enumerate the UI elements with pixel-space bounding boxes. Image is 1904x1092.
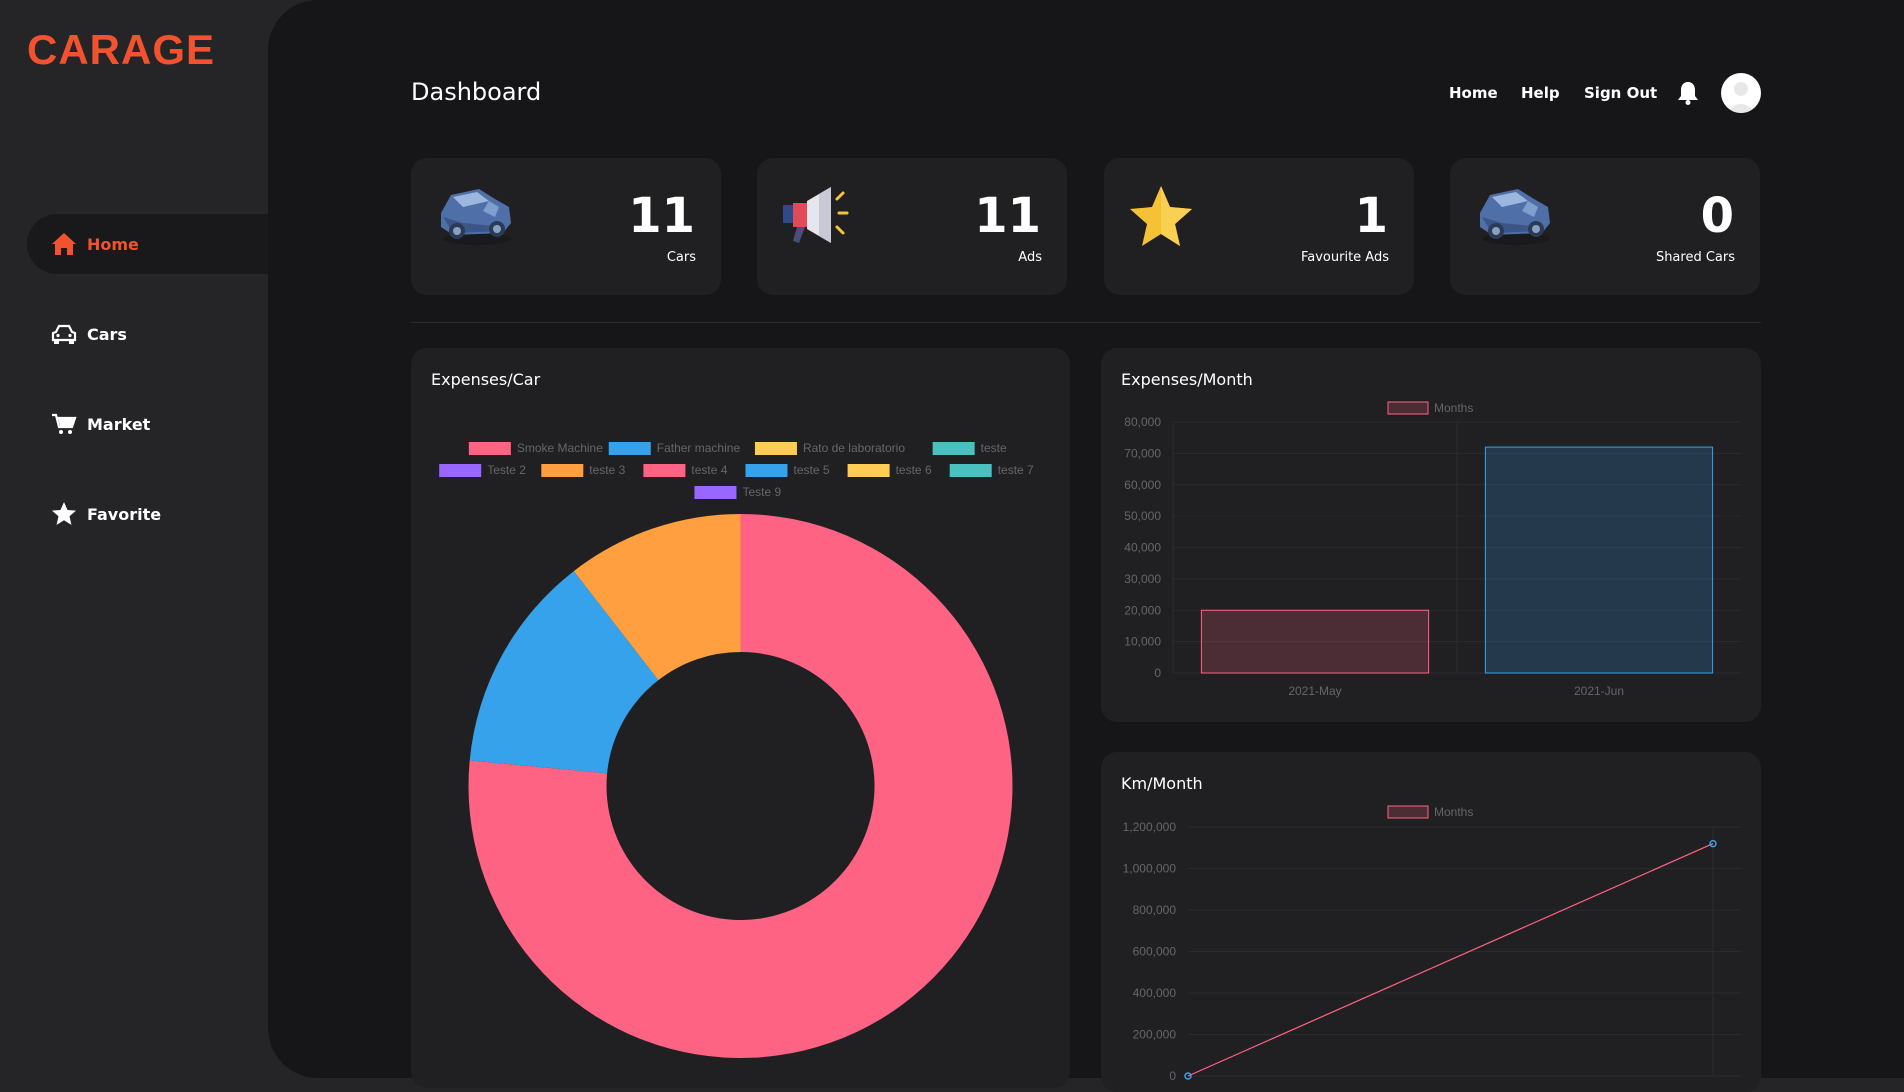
line-series xyxy=(1187,843,1714,1077)
legend-swatch xyxy=(541,464,584,477)
legend-swatch xyxy=(949,464,992,477)
expenses-car-chart: Smoke Machine Father machine Rato de labor… xyxy=(439,441,1034,1058)
stat-card-ads[interactable]: 11 Ads xyxy=(757,158,1067,295)
y-tick-label: 200,000 xyxy=(1133,1028,1177,1042)
y-tick-label: 70,000 xyxy=(1124,446,1161,460)
legend-label: teste xyxy=(981,441,1007,455)
page-title: Dashboard xyxy=(411,78,542,106)
y-tick-label: 40,000 xyxy=(1124,541,1161,555)
sidebar-item-label: Home xyxy=(87,234,139,254)
stat-value: 0 xyxy=(1700,188,1734,244)
stat-card-shared-cars[interactable]: 0 Shared Cars xyxy=(1450,158,1760,295)
y-tick-label: 1,000,000 xyxy=(1123,862,1177,876)
sidebar: CARAGE Home Cars Market Favorite xyxy=(0,0,268,1078)
y-tick-label: 50,000 xyxy=(1124,509,1161,523)
stat-label: Cars xyxy=(666,250,696,265)
stat-label: Ads xyxy=(1018,250,1042,265)
legend-label: teste 7 xyxy=(998,463,1034,477)
nav-help-link[interactable]: Help xyxy=(1521,84,1560,102)
legend-swatch xyxy=(694,486,737,499)
sidebar-item-home[interactable]: Home xyxy=(27,214,268,274)
legend-label: teste 3 xyxy=(589,463,625,477)
legend-swatch xyxy=(608,442,651,455)
star-icon xyxy=(1126,183,1196,253)
car-illustration-icon xyxy=(1472,183,1556,253)
car-illustration-icon xyxy=(433,183,517,253)
legend-label: teste 6 xyxy=(896,463,932,477)
doughnut-slice xyxy=(468,514,1013,1058)
y-tick-label: 0 xyxy=(1154,666,1161,680)
car-icon xyxy=(51,321,77,347)
bell-icon[interactable] xyxy=(1676,80,1700,110)
sidebar-item-market[interactable]: Market xyxy=(27,394,268,454)
legend-swatch xyxy=(932,442,975,455)
y-tick-label: 60,000 xyxy=(1124,478,1161,492)
y-tick-label: 400,000 xyxy=(1133,986,1177,1000)
legend-swatch xyxy=(745,464,788,477)
legend-label: teste 4 xyxy=(691,463,727,477)
nav-signout-link[interactable]: Sign Out xyxy=(1584,84,1658,102)
panel-title: Expenses/Car xyxy=(431,370,541,389)
bar xyxy=(1484,446,1714,674)
legend-swatch xyxy=(439,464,482,477)
y-tick-label: 1,200,000 xyxy=(1123,820,1177,834)
legend-label: Smoke Machine xyxy=(517,441,603,455)
sidebar-item-label: Cars xyxy=(87,324,127,344)
panel-title: Km/Month xyxy=(1121,774,1203,793)
doughnut-slice xyxy=(469,571,659,774)
km-month-chart: Months 0 200,000 400,000 600,000 800,000 1,000… xyxy=(1123,805,1741,1083)
cart-icon xyxy=(51,411,77,437)
y-tick-label: 600,000 xyxy=(1133,945,1177,959)
legend-label: Months xyxy=(1434,805,1473,819)
legend-label: teste 5 xyxy=(794,463,830,477)
section-divider xyxy=(411,322,1761,323)
sidebar-item-cars[interactable]: Cars xyxy=(27,304,268,364)
stat-value: 11 xyxy=(974,188,1041,244)
expenses-month-chart: Months 0 10,000 20,000 30,000 40,000 50,000 60,… xyxy=(1124,401,1741,698)
y-tick-label: 30,000 xyxy=(1124,572,1161,586)
app-logo[interactable]: CARAGE xyxy=(27,26,216,73)
stat-label: Favourite Ads xyxy=(1300,250,1389,265)
legend-label: Teste 2 xyxy=(487,463,526,477)
panel-title: Expenses/Month xyxy=(1121,370,1253,389)
user-avatar-icon[interactable] xyxy=(1721,73,1761,113)
legend-swatch xyxy=(643,464,686,477)
expenses-month-panel: Expenses/Month Months 0 10,000 20,000 30,000… xyxy=(1101,348,1761,722)
home-icon xyxy=(51,231,77,257)
stat-value: 11 xyxy=(628,188,695,244)
stat-card-favourite-ads[interactable]: 1 Favourite Ads xyxy=(1104,158,1414,295)
line-point xyxy=(1709,839,1717,848)
stat-label: Shared Cars xyxy=(1655,250,1735,265)
star-icon xyxy=(51,501,77,527)
x-tick-label: 2021-Jun xyxy=(1574,684,1624,698)
legend-label: Teste 9 xyxy=(742,485,781,499)
legend-swatch xyxy=(1387,401,1429,415)
legend-swatch xyxy=(754,442,797,455)
y-tick-label: 800,000 xyxy=(1133,903,1177,917)
y-tick-label: 20,000 xyxy=(1124,603,1161,617)
y-tick-label: 80,000 xyxy=(1124,415,1161,429)
nav-home-link[interactable]: Home xyxy=(1449,84,1498,102)
stat-value: 1 xyxy=(1354,188,1388,244)
sidebar-item-favorite[interactable]: Favorite xyxy=(27,484,268,544)
sidebar-item-label: Favorite xyxy=(87,504,162,524)
x-tick-label: 2021-May xyxy=(1288,684,1341,698)
doughnut-slice xyxy=(573,514,741,681)
legend-swatch xyxy=(1387,805,1429,819)
legend-label: Father machine xyxy=(657,441,741,455)
legend-label: Months xyxy=(1434,401,1473,415)
y-tick-label: 10,000 xyxy=(1124,635,1161,649)
legend-swatch xyxy=(468,442,511,455)
sidebar-item-label: Market xyxy=(87,414,151,434)
legend-swatch xyxy=(847,464,890,477)
stat-card-cars[interactable]: 11 Cars xyxy=(411,158,721,295)
megaphone-icon xyxy=(779,183,851,253)
km-month-panel: Km/Month Months 0 200,000 400,000 600,000 800… xyxy=(1101,752,1761,1092)
y-tick-label: 0 xyxy=(1169,1069,1176,1083)
legend-label: Rato de laboratorio xyxy=(803,441,905,455)
expenses-car-panel: Expenses/Car Smoke Machine Father machine… xyxy=(411,348,1070,1088)
bar xyxy=(1200,609,1430,674)
